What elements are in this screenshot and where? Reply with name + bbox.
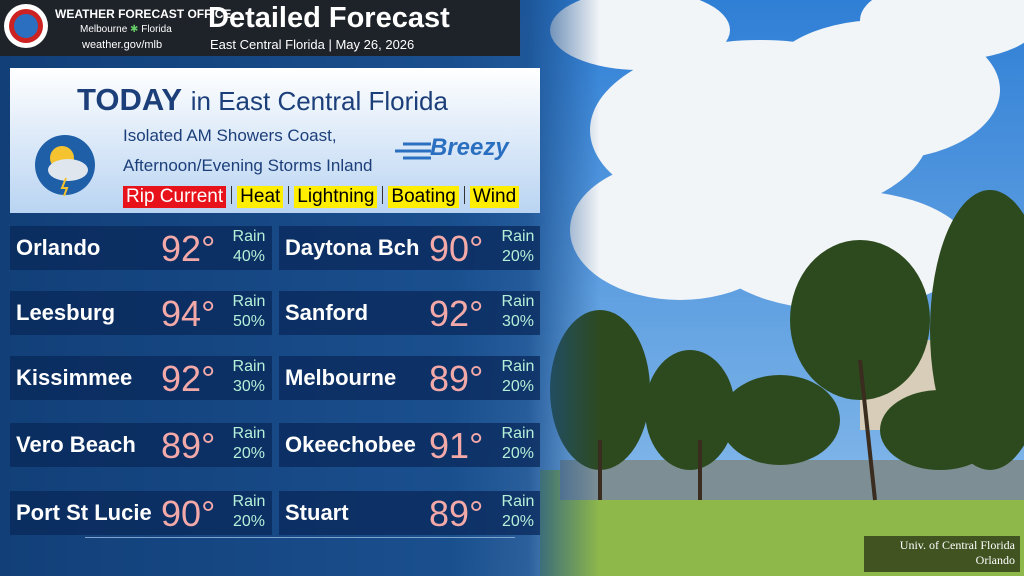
office-state: Florida: [141, 24, 172, 35]
today-title-bold: TODAY: [77, 82, 183, 117]
hazard-separator: [231, 186, 233, 204]
forecast-line: Isolated AM Showers Coast,: [123, 126, 337, 145]
rain-label: Rain: [232, 293, 266, 310]
city-row: [10, 491, 272, 535]
city-row: [10, 291, 272, 335]
city-temp: 90°: [429, 228, 484, 269]
city-temp: 89°: [161, 425, 216, 466]
photo-credit: Univ. of Central Florida Orlando: [870, 538, 1015, 568]
wind-icon: [395, 142, 431, 160]
city-temp: 94°: [161, 293, 216, 334]
city-temp: 89°: [429, 493, 484, 534]
page-subtitle: East Central Florida | May 26, 2026: [210, 37, 415, 52]
office-name: WEATHER FORECAST OFFICE: [55, 7, 232, 21]
rain-chance: 50%: [232, 313, 266, 330]
credit-line: Orlando: [975, 553, 1015, 567]
city-name: Okeechobee: [285, 432, 416, 457]
today-title: TODAY in East Central Florida: [77, 82, 448, 118]
hazard-tag: Heat: [237, 186, 284, 208]
city-name: Port St Lucie: [16, 500, 152, 525]
hazard-separator: [382, 186, 384, 204]
rain-label: Rain: [232, 228, 266, 245]
rain-label: Rain: [501, 493, 535, 510]
divider: [85, 537, 515, 538]
nws-logo: [4, 4, 48, 48]
hazard-tag: Rip Current: [123, 186, 227, 208]
hazard-separator: [288, 186, 290, 204]
today-box: TODAY in East Central Florida Isolated A…: [10, 68, 540, 213]
rain-label: Rain: [501, 425, 535, 442]
rain-label: Rain: [232, 358, 266, 375]
rain-label: Rain: [501, 228, 535, 245]
city-row: [10, 226, 272, 270]
rain-chance: 20%: [501, 248, 535, 265]
rain-chance: 20%: [501, 445, 535, 462]
city-name: Melbourne: [285, 365, 397, 390]
hazard-separator: [463, 186, 465, 204]
hazard-list: Rip Current Heat Lightning Boating Wind: [123, 186, 521, 208]
credit-line: Univ. of Central Florida: [899, 538, 1015, 552]
city-temp: 90°: [161, 493, 216, 534]
city-name: Stuart: [285, 500, 349, 525]
today-title-rest: in East Central Florida: [190, 86, 448, 116]
rain-chance: 40%: [232, 248, 266, 265]
city-row: [279, 491, 540, 535]
header-bar: WEATHER FORECAST OFFICE Melbourne ✱ Flor…: [0, 0, 520, 56]
city-row: [279, 423, 540, 467]
city-temp: 92°: [429, 293, 484, 334]
rain-chance: 20%: [501, 378, 535, 395]
city-name: Sanford: [285, 300, 369, 325]
rain-chance: 30%: [501, 313, 535, 330]
rain-chance: 20%: [232, 445, 266, 462]
weather-icon: [35, 135, 95, 196]
hazard-tag: Lightning: [294, 186, 378, 208]
hazard-tag: Wind: [469, 186, 520, 208]
city-name: Orlando: [16, 235, 101, 260]
office-location: Melbourne ✱ Florida: [80, 24, 172, 35]
rain-label: Rain: [501, 293, 535, 310]
page-title: Detailed Forecast: [208, 2, 450, 34]
city-name: Daytona Bch: [285, 235, 420, 260]
city-row: [279, 291, 540, 335]
city-temp: 89°: [429, 358, 484, 399]
city-name: Kissimmee: [16, 365, 133, 390]
city-row: [279, 226, 540, 270]
wind-text: Breezy: [430, 134, 509, 161]
forecast-line: Afternoon/Evening Storms Inland: [123, 156, 373, 175]
city-temp: 91°: [429, 425, 484, 466]
rain-chance: 20%: [232, 513, 266, 530]
office-url: weather.gov/mlb: [82, 39, 163, 51]
city-name: Vero Beach: [16, 432, 136, 457]
office-city: Melbourne: [80, 24, 128, 35]
rain-label: Rain: [232, 493, 266, 510]
city-row: [279, 356, 540, 400]
city-row: [10, 356, 272, 400]
hazard-tag: Boating: [388, 186, 459, 208]
rain-chance: 20%: [501, 513, 535, 530]
rain-label: Rain: [232, 425, 266, 442]
city-row: [10, 423, 272, 467]
rain-label: Rain: [501, 358, 535, 375]
rain-chance: 30%: [232, 378, 266, 395]
city-name: Leesburg: [16, 300, 116, 325]
city-temp: 92°: [161, 358, 216, 399]
city-temp: 92°: [161, 228, 216, 269]
